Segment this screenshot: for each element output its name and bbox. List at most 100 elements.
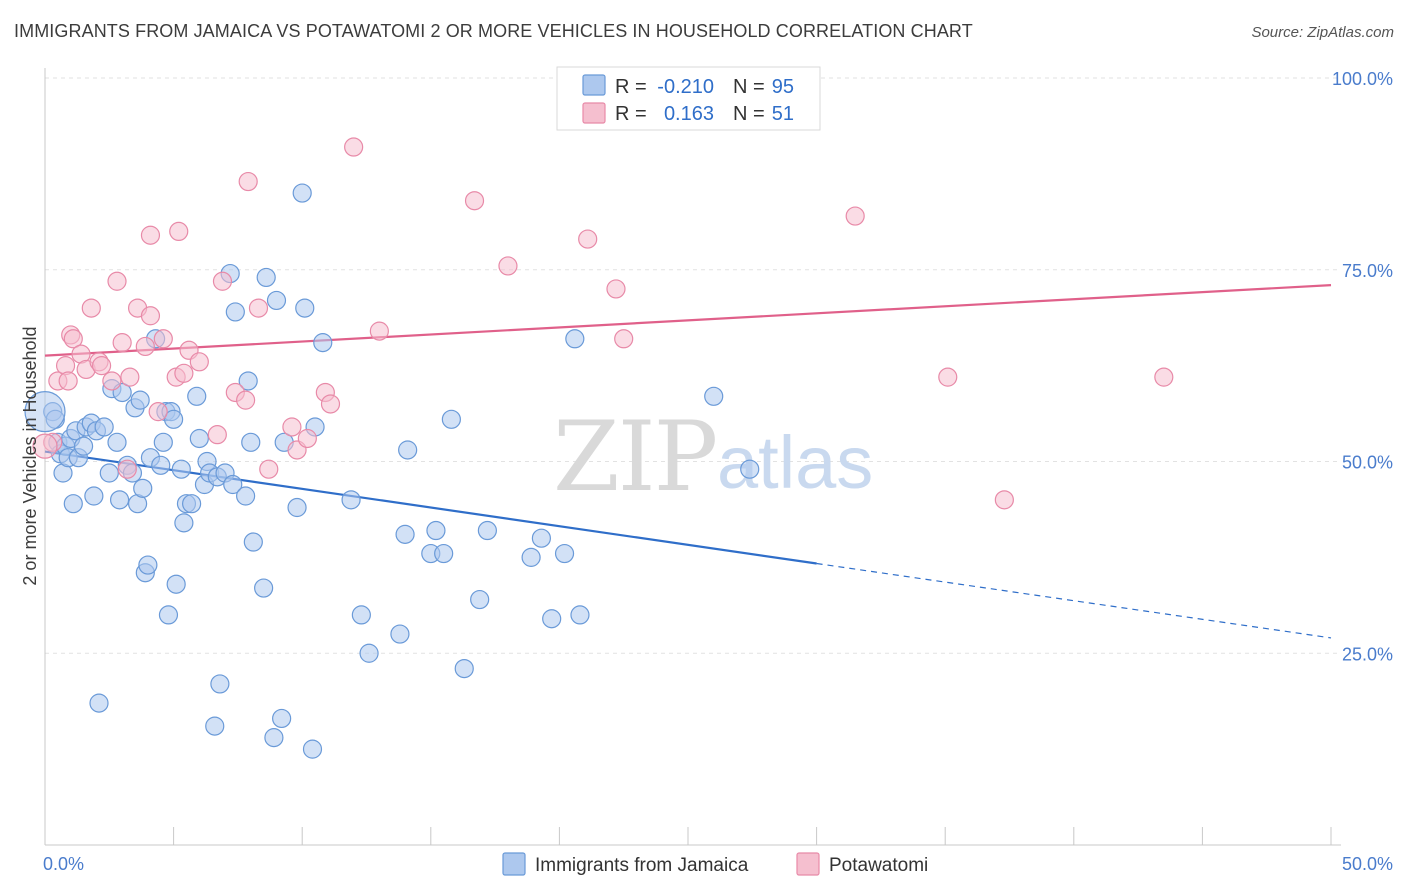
point-potawatomi xyxy=(994,490,1014,510)
y-axis-label: 2 or more Vehicles in Household xyxy=(20,326,40,585)
watermark: ZIP atlas xyxy=(553,401,873,513)
point-potawatomi xyxy=(32,433,58,459)
legend-swatch-jamaica xyxy=(582,74,606,96)
point-jamaica xyxy=(254,578,274,598)
point-jamaica xyxy=(84,486,104,506)
point-potawatomi xyxy=(344,137,364,157)
series-legend: Immigrants from Jamaica Potawatomi xyxy=(502,852,928,876)
point-potawatomi xyxy=(212,271,233,291)
point-potawatomi xyxy=(297,428,317,449)
point-potawatomi xyxy=(236,390,256,410)
point-jamaica xyxy=(256,267,276,288)
chart-title: IMMIGRANTS FROM JAMAICA VS POTAWATOMI 2 … xyxy=(14,21,973,41)
point-jamaica xyxy=(266,290,287,311)
point-potawatomi xyxy=(464,191,485,211)
point-jamaica xyxy=(109,490,130,510)
x-tick-label: 0.0% xyxy=(43,854,84,874)
point-jamaica xyxy=(210,674,230,694)
point-jamaica xyxy=(292,183,312,203)
series-legend-swatch-potawatomi xyxy=(796,852,820,876)
point-potawatomi xyxy=(578,229,598,249)
point-jamaica xyxy=(153,432,173,452)
legend-r-value-potawatomi: 0.163 xyxy=(664,103,714,125)
point-potawatomi xyxy=(174,363,194,383)
trend-line-potawatomi xyxy=(44,283,1332,357)
point-jamaica xyxy=(130,390,150,410)
point-potawatomi xyxy=(102,371,122,391)
point-jamaica xyxy=(63,494,83,514)
point-jamaica xyxy=(395,524,415,544)
y-tick-label: 100.0% xyxy=(1332,69,1393,89)
point-jamaica xyxy=(241,432,261,452)
legend-n-value-jamaica: 95 xyxy=(772,76,794,98)
point-jamaica xyxy=(225,302,245,322)
x-tick-labels: 0.0% 50.0% xyxy=(43,854,1393,874)
point-jamaica xyxy=(174,513,194,533)
point-potawatomi xyxy=(320,394,341,414)
data-points xyxy=(24,137,1174,759)
point-jamaica xyxy=(565,329,585,349)
point-jamaica xyxy=(107,432,127,452)
point-jamaica xyxy=(187,386,207,406)
y-tick-label: 25.0% xyxy=(1342,644,1393,664)
point-jamaica xyxy=(441,409,461,429)
grid-lines xyxy=(45,77,1341,654)
point-jamaica xyxy=(272,708,292,729)
point-potawatomi xyxy=(58,371,78,391)
point-jamaica xyxy=(454,658,474,679)
point-jamaica xyxy=(99,463,119,483)
legend-r-value-jamaica: -0.210 xyxy=(657,76,714,98)
point-jamaica xyxy=(236,486,256,506)
point-jamaica xyxy=(94,417,114,437)
point-jamaica xyxy=(138,555,158,575)
point-potawatomi xyxy=(938,367,958,387)
point-jamaica xyxy=(166,574,186,594)
point-jamaica xyxy=(205,716,225,736)
point-potawatomi xyxy=(282,417,302,437)
point-potawatomi xyxy=(259,459,279,479)
point-potawatomi xyxy=(112,333,132,353)
point-potawatomi xyxy=(63,329,83,349)
point-jamaica xyxy=(740,459,760,479)
legend-n-label: N = xyxy=(733,76,765,98)
point-jamaica xyxy=(264,728,284,748)
point-potawatomi xyxy=(606,279,626,299)
point-jamaica xyxy=(398,440,418,460)
point-potawatomi xyxy=(169,221,189,241)
point-jamaica xyxy=(704,386,724,406)
series-legend-label-potawatomi: Potawatomi xyxy=(829,855,928,876)
point-potawatomi xyxy=(153,329,173,349)
point-jamaica xyxy=(295,298,315,318)
point-potawatomi xyxy=(189,352,209,372)
point-jamaica xyxy=(73,436,94,456)
legend-n-label: N = xyxy=(733,103,765,125)
point-potawatomi xyxy=(120,367,140,387)
point-jamaica xyxy=(434,543,454,564)
point-jamaica xyxy=(542,609,562,629)
point-jamaica xyxy=(341,490,361,510)
series-legend-swatch-jamaica xyxy=(502,852,526,876)
point-jamaica xyxy=(570,605,590,625)
point-jamaica xyxy=(223,474,243,495)
source-credit: Source: ZipAtlas.com xyxy=(1251,24,1394,41)
series-legend-label-jamaica: Immigrants from Jamaica xyxy=(535,855,749,876)
point-jamaica xyxy=(238,371,258,391)
point-jamaica xyxy=(302,739,323,759)
point-potawatomi xyxy=(117,459,137,479)
point-jamaica xyxy=(133,478,153,498)
point-potawatomi xyxy=(91,356,112,376)
correlation-legend: R = -0.210 N = 95 R = 0.163 N = 51 xyxy=(556,66,821,131)
point-jamaica xyxy=(189,428,209,449)
point-jamaica xyxy=(243,532,263,552)
point-potawatomi xyxy=(107,271,127,291)
point-jamaica xyxy=(158,605,179,625)
point-potawatomi xyxy=(135,336,155,357)
point-jamaica xyxy=(164,409,184,429)
point-jamaica xyxy=(554,543,575,564)
point-potawatomi xyxy=(845,206,865,226)
point-potawatomi xyxy=(614,329,634,349)
point-potawatomi xyxy=(1154,367,1174,387)
legend-n-value-potawatomi: 51 xyxy=(772,103,794,125)
point-jamaica xyxy=(89,693,109,713)
